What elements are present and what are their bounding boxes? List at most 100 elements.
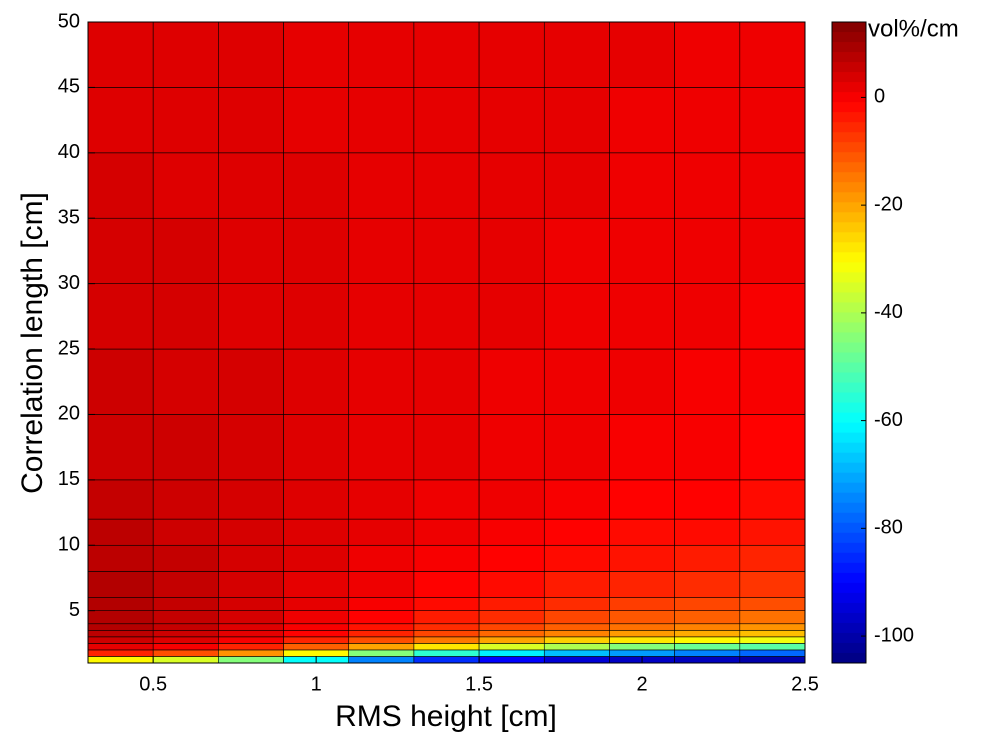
heatmap-cell — [283, 643, 350, 651]
colorbar-swatch — [832, 542, 866, 554]
heatmap-cell — [478, 629, 545, 638]
heatmap-cell — [674, 629, 741, 638]
colorbar-tick-label: -80 — [874, 517, 903, 539]
heatmap-cell — [674, 283, 741, 350]
heatmap-cell — [87, 544, 154, 572]
x-axis-label: RMS height [cm] — [335, 700, 557, 733]
x-tick-label: 2.5 — [791, 673, 819, 695]
colorbar-swatch — [832, 422, 866, 434]
colorbar-swatch — [832, 182, 866, 193]
heatmap-cell — [87, 152, 154, 219]
heatmap-cell — [283, 544, 350, 572]
heatmap-cell — [674, 643, 741, 651]
colorbar-swatch — [832, 452, 866, 464]
heatmap-cell — [218, 21, 284, 88]
heatmap-cell — [739, 283, 806, 350]
heatmap-cell — [674, 623, 741, 631]
heatmap-cell — [478, 414, 545, 481]
colorbar-swatch — [832, 232, 866, 243]
heatmap-cell — [152, 518, 219, 546]
colorbar-swatch — [832, 32, 866, 43]
heatmap-cell — [674, 479, 741, 520]
heatmap-cell — [413, 623, 480, 631]
colorbar-swatch — [832, 652, 866, 664]
heatmap-cell — [152, 571, 219, 598]
heatmap-cell — [87, 87, 154, 154]
heatmap-cell — [348, 629, 415, 638]
y-axis-label: Correlation length [cm] — [16, 192, 49, 494]
heatmap-cell — [543, 656, 610, 664]
heatmap-cell — [739, 21, 806, 88]
heatmap-cell — [543, 87, 610, 154]
heatmap-cell — [674, 414, 741, 481]
colorbar-swatch — [832, 582, 866, 594]
heatmap-cell — [87, 597, 154, 611]
heatmap-cell — [543, 348, 610, 415]
heatmap-cell — [543, 152, 610, 219]
heatmap-cell — [152, 656, 219, 664]
heatmap-cell — [348, 643, 415, 651]
heatmap-cell — [87, 21, 154, 88]
heatmap-cell — [152, 217, 219, 284]
heatmap-cell — [413, 610, 480, 625]
colorbar-swatch — [832, 412, 866, 424]
colorbar-swatch — [832, 502, 866, 514]
heatmap-cell — [152, 21, 219, 88]
heatmap-cell — [609, 414, 675, 481]
heatmap-cell — [283, 571, 350, 598]
heatmap-cell — [413, 283, 480, 350]
heatmap-cell — [739, 414, 806, 481]
heatmap-cell — [609, 597, 675, 611]
colorbar-tick-label: -40 — [874, 301, 903, 323]
colorbar-tick-label: -60 — [874, 409, 903, 431]
heatmap-cell — [739, 217, 806, 284]
heatmap-cell — [87, 571, 154, 598]
heatmap-cell — [218, 283, 284, 350]
heatmap-cell — [413, 656, 480, 664]
colorbar-tick-label: -100 — [874, 624, 914, 646]
heatmap-cell — [478, 21, 545, 88]
heatmap-cell — [739, 610, 806, 625]
heatmap-cell — [348, 152, 415, 219]
heatmap-cell — [283, 217, 350, 284]
heatmap-cell — [478, 656, 545, 664]
colorbar-swatch — [832, 392, 866, 404]
colorbar-swatch — [832, 372, 866, 384]
heatmap-cell — [87, 348, 154, 415]
colorbar-swatch — [832, 142, 866, 153]
heatmap-cell — [543, 217, 610, 284]
colorbar-swatch — [832, 512, 866, 524]
heatmap-cell — [152, 629, 219, 638]
y-tick-label: 45 — [58, 76, 80, 98]
heatmap-cell — [152, 610, 219, 625]
heatmap-cell — [87, 479, 154, 520]
heatmap-cell — [739, 544, 806, 572]
heatmap-cell — [609, 649, 675, 657]
heatmap-cell — [609, 636, 675, 644]
colorbar-swatch — [832, 462, 866, 474]
heatmap-cell — [543, 597, 610, 611]
heatmap-cell — [543, 629, 610, 638]
colorbar-swatch — [832, 492, 866, 504]
heatmap-cell — [674, 217, 741, 284]
y-tick-label: 10 — [58, 534, 80, 556]
heatmap-cell — [283, 21, 350, 88]
heatmap-cell — [218, 544, 284, 572]
heatmap-cell — [152, 597, 219, 611]
heatmap-cell — [739, 656, 806, 664]
heatmap-cell — [348, 544, 415, 572]
heatmap-cell — [543, 649, 610, 657]
heatmap-cell — [348, 479, 415, 520]
heatmap-cell — [348, 623, 415, 631]
heatmap-cell — [152, 283, 219, 350]
colorbar-swatch — [832, 552, 866, 564]
heatmap-cell — [87, 649, 154, 657]
heatmap-cell — [218, 643, 284, 651]
y-tick-label: 30 — [58, 272, 80, 294]
heatmap-cell — [478, 643, 545, 651]
heatmap-cell — [218, 649, 284, 657]
colorbar-swatch — [832, 22, 866, 33]
heatmap-cell — [609, 217, 675, 284]
heatmap-cell — [543, 21, 610, 88]
